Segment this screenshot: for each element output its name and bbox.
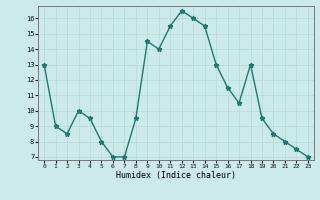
X-axis label: Humidex (Indice chaleur): Humidex (Indice chaleur): [116, 171, 236, 180]
